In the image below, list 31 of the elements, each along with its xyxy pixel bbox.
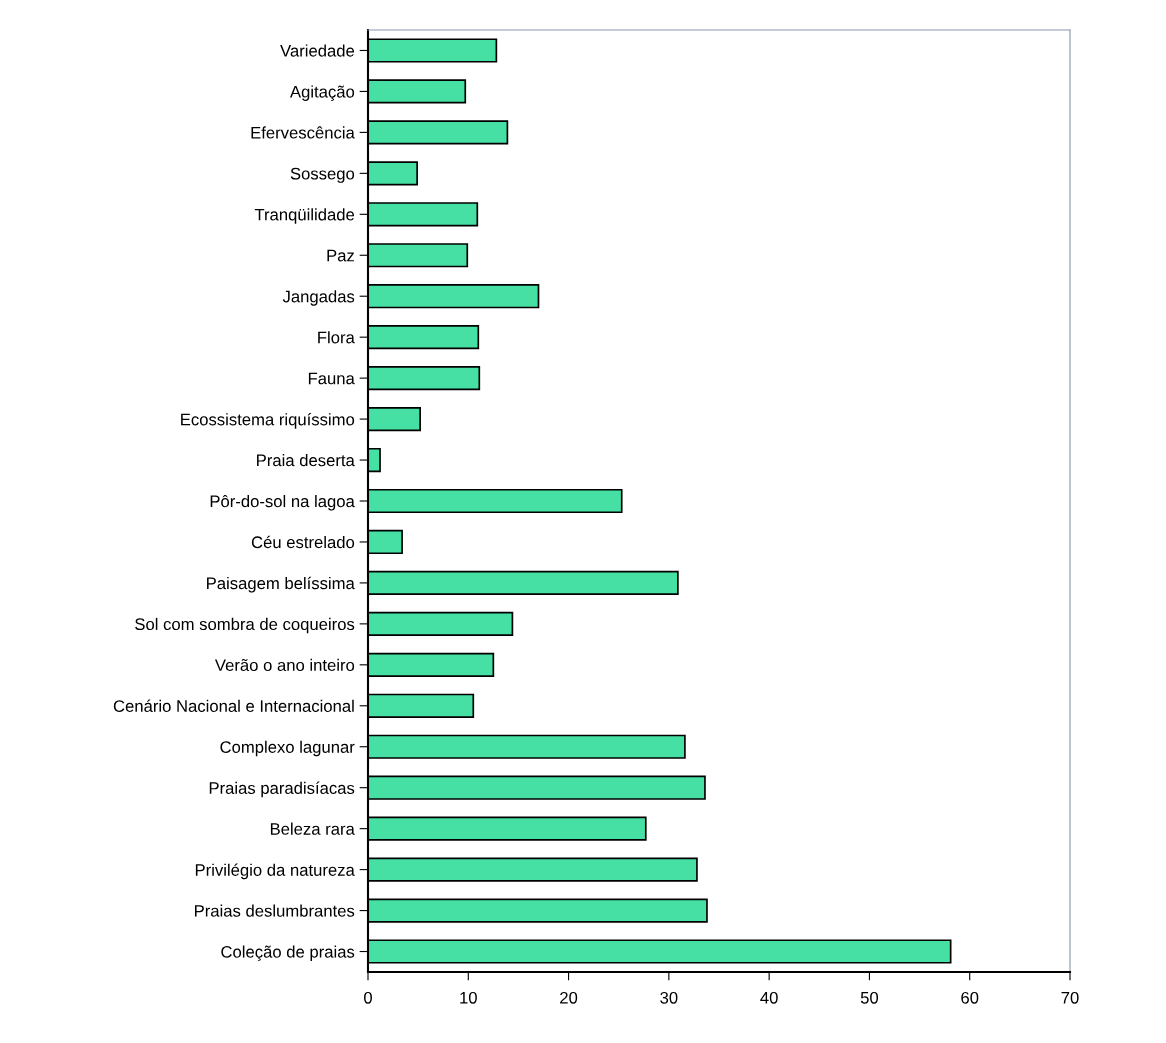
y-tick-label: Pôr-do-sol na lagoa xyxy=(210,494,355,511)
x-tick-label: 70 xyxy=(1061,991,1079,1004)
y-tick-label: Flora xyxy=(318,331,355,344)
y-tick-label: Fauna xyxy=(308,372,355,385)
y-tick-label: Praias deslumbrantes xyxy=(194,904,355,917)
y-tick-label: Agitação xyxy=(289,85,355,102)
y-tick-label: Efervescência xyxy=(251,126,355,139)
y-tick-label: Tranqüilidade xyxy=(254,208,355,224)
y-tick-label: Coleção de praias xyxy=(221,945,355,962)
y-tick-label: Paisagem belíssima xyxy=(207,576,355,593)
x-tick-label: 60 xyxy=(961,991,979,1004)
x-tick-label: 10 xyxy=(460,991,477,1004)
y-tick-label: Variedade xyxy=(280,44,355,57)
y-tick-label: Praias paradisíacas xyxy=(209,781,355,798)
x-tick-label: 30 xyxy=(660,991,678,1004)
y-tick-label: Jangadas xyxy=(282,290,355,306)
x-tick-label: 40 xyxy=(760,991,778,1004)
y-tick-label: Sossego xyxy=(290,167,355,183)
y-tick-label: Verão o ano inteiro xyxy=(214,658,355,672)
x-tick-label: 20 xyxy=(560,991,578,1004)
y-tick-label: Complexo lagunar xyxy=(220,740,355,757)
y-tick-label: Ecossistema riquíssimo xyxy=(181,412,355,429)
y-tick-label: Privilégio da natureza xyxy=(195,863,355,880)
x-tick-label: 50 xyxy=(860,991,879,1004)
y-tick-label: Beleza rara xyxy=(270,822,355,835)
x-tick-label: 0 xyxy=(364,991,372,1004)
y-tick-label: Céu estrelado xyxy=(251,535,355,549)
y-tick-label: Sol com sombra de coqueiros xyxy=(135,617,355,634)
y-tick-label: Cenário Nacional e Internacional xyxy=(113,699,354,712)
y-tick-label: Praia deserta xyxy=(257,454,355,467)
y-tick-label: Paz xyxy=(327,249,354,262)
